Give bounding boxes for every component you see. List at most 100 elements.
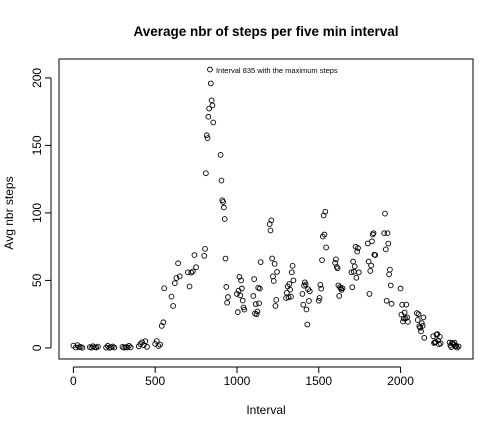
data-point <box>288 293 294 300</box>
data-point <box>303 306 310 313</box>
data-point <box>170 303 177 309</box>
data-point <box>207 80 214 87</box>
data-point <box>366 291 373 297</box>
data-point <box>354 248 361 255</box>
data-point <box>315 297 322 304</box>
data-point <box>286 281 293 287</box>
data-point <box>289 262 296 269</box>
data-point <box>381 230 388 237</box>
data-point <box>372 252 379 258</box>
data-point <box>234 309 241 316</box>
data-point <box>155 343 162 349</box>
data-point <box>191 252 198 258</box>
data-point <box>252 301 259 307</box>
data-point <box>236 274 243 280</box>
data-point <box>221 216 228 222</box>
data-point <box>302 281 309 288</box>
data-point <box>285 294 292 301</box>
data-point <box>268 217 275 224</box>
data-point <box>382 210 388 217</box>
data-point <box>257 259 264 265</box>
data-point <box>418 320 425 326</box>
data-point <box>171 280 178 287</box>
data-point <box>414 317 421 323</box>
data-point <box>225 294 231 300</box>
data-point <box>217 152 224 158</box>
data-point <box>210 119 217 126</box>
y-tick-label: 150 <box>30 135 44 155</box>
data-point <box>168 293 175 300</box>
data-point <box>455 343 462 350</box>
data-point <box>269 255 275 262</box>
data-point <box>271 260 278 267</box>
data-point <box>405 319 411 325</box>
data-point <box>126 343 132 349</box>
data-point <box>353 274 360 281</box>
data-point <box>222 255 229 262</box>
x-axis-label: Interval <box>246 403 285 417</box>
data-point <box>234 291 240 297</box>
data-point <box>186 283 193 290</box>
data-point <box>351 263 358 270</box>
x-tick-label: 500 <box>145 374 165 388</box>
data-point <box>203 170 209 177</box>
data-point <box>397 285 404 292</box>
data-point <box>368 262 374 269</box>
y-tick-label: 0 <box>30 344 44 351</box>
data-point <box>142 338 149 345</box>
data-point <box>419 323 426 329</box>
data-point <box>160 319 167 326</box>
data-point <box>420 314 427 321</box>
data-point <box>124 344 131 351</box>
data-point <box>287 286 293 293</box>
y-tick-label: 100 <box>30 203 44 223</box>
plot-frame <box>58 58 474 360</box>
x-tick-label: 0 <box>70 374 77 388</box>
data-point <box>333 256 339 263</box>
data-point <box>202 245 208 252</box>
data-point <box>208 97 215 104</box>
data-point <box>384 230 391 237</box>
x-axis: 0 500 1000 1500 2000 <box>70 366 414 388</box>
data-point <box>370 230 377 237</box>
data-point <box>300 301 307 308</box>
data-point <box>322 208 329 215</box>
data-point <box>387 282 394 289</box>
y-tick-label: 200 <box>30 68 44 88</box>
data-point <box>306 288 313 295</box>
data-point <box>436 333 443 340</box>
data-point <box>290 277 297 284</box>
data-point <box>382 246 389 253</box>
data-point <box>254 308 261 315</box>
data-point <box>454 344 460 351</box>
data-point <box>418 328 424 335</box>
data-point <box>127 344 134 351</box>
data-point <box>421 334 428 341</box>
x-tick-label: 2000 <box>387 374 414 388</box>
data-point <box>257 285 263 292</box>
data-point <box>316 295 323 301</box>
data-point <box>274 269 280 275</box>
data-point <box>388 300 395 307</box>
data-point <box>137 341 144 347</box>
data-point <box>355 269 362 276</box>
data-point <box>221 204 227 211</box>
data-point <box>205 113 212 120</box>
data-point <box>139 339 145 346</box>
data-point <box>189 268 196 275</box>
data-point <box>239 297 246 304</box>
data-point <box>218 177 225 184</box>
data-point <box>273 297 280 303</box>
data-point <box>383 297 390 304</box>
data-point <box>204 135 211 141</box>
data-point <box>224 299 231 306</box>
data-point <box>386 271 392 278</box>
data-point <box>111 344 118 351</box>
data-point <box>317 282 324 288</box>
x-tick-label: 1500 <box>305 374 332 388</box>
data-points <box>70 66 462 351</box>
data-point <box>437 340 444 347</box>
data-point <box>238 277 244 284</box>
data-point <box>270 273 276 280</box>
